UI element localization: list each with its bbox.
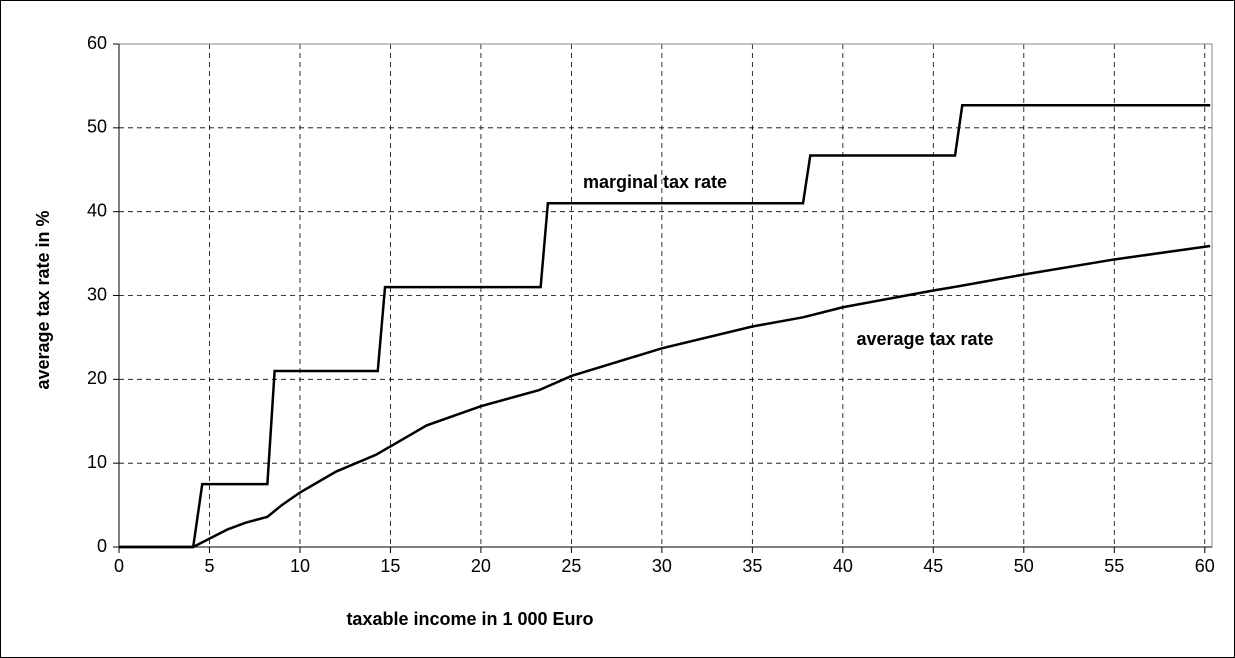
x-tick-label: 55: [1104, 556, 1124, 576]
y-tick-label: 30: [87, 284, 107, 304]
x-tick-label: 20: [471, 556, 491, 576]
series-line: [119, 103, 1211, 549]
x-tick-label: 35: [742, 556, 762, 576]
x-tick-label: 60: [1195, 556, 1215, 576]
y-tick-label: 60: [87, 33, 107, 53]
x-tick-label: 5: [204, 556, 214, 576]
y-tick-label: 10: [87, 452, 107, 472]
series-label: average tax rate: [856, 329, 993, 349]
y-axis-label: average tax rate in %: [33, 210, 53, 389]
x-tick-label: 40: [833, 556, 853, 576]
y-tick-label: 40: [87, 200, 107, 220]
y-tick-label: 0: [97, 536, 107, 556]
y-tick-label: 50: [87, 117, 107, 137]
x-tick-label: 45: [923, 556, 943, 576]
x-tick-label: 25: [561, 556, 581, 576]
x-tick-label: 0: [114, 556, 124, 576]
y-tick-label: 20: [87, 368, 107, 388]
x-tick-label: 50: [1014, 556, 1034, 576]
x-tick-label: 15: [380, 556, 400, 576]
x-axis-label: taxable income in 1 000 Euro: [346, 609, 593, 629]
series-line: [119, 244, 1211, 549]
x-tick-label: 30: [652, 556, 672, 576]
series-label: marginal tax rate: [583, 172, 727, 192]
x-tick-label: 10: [290, 556, 310, 576]
